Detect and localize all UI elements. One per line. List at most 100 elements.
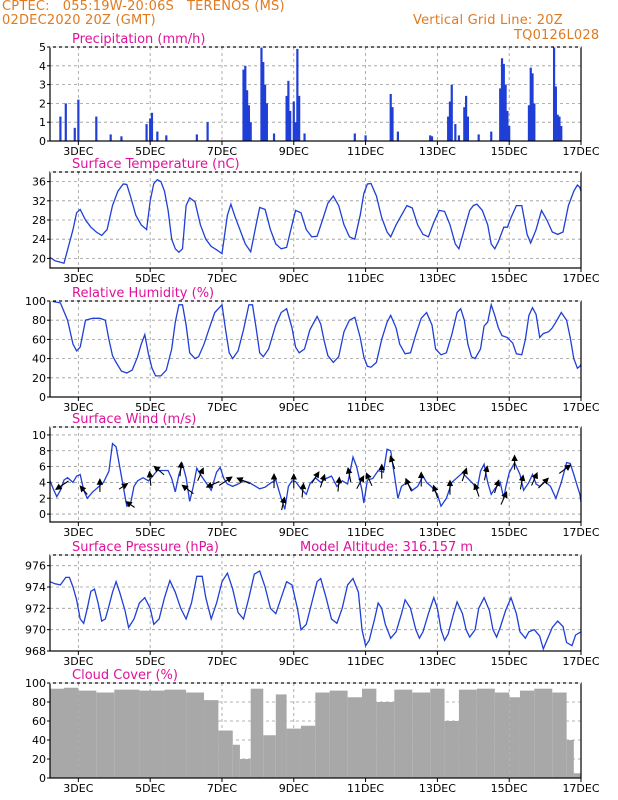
x-tick-label: 3DEC: [63, 145, 93, 158]
y-tick-label: 972: [25, 602, 46, 615]
header-location: CPTEC: 055:19W-20:06S TERENOS (MS): [2, 0, 285, 14]
x-tick-label: 5DEC: [135, 145, 165, 158]
cloud-bar: [78, 690, 97, 778]
x-tick-label: 7DEC: [207, 782, 237, 795]
x-tick-label: 3DEC: [63, 272, 93, 285]
precip-bar: [287, 80, 290, 141]
wind-arrow: [125, 501, 135, 508]
cloud-bar: [286, 728, 301, 778]
x-tick-label: 13DEC: [419, 272, 456, 285]
x-tick-label: 13DEC: [419, 145, 456, 158]
precip-bar: [285, 95, 288, 141]
x-tick-label: 3DEC: [63, 655, 93, 668]
x-tick-label: 13DEC: [419, 401, 456, 414]
precip-bar: [246, 90, 249, 141]
x-tick-label: 9DEC: [279, 401, 309, 414]
cloud-bar: [509, 697, 520, 778]
cloud-bar: [361, 688, 377, 778]
precip-bar: [109, 134, 112, 141]
precip-bar: [244, 65, 247, 141]
wind-arrow: [558, 464, 572, 474]
wind-arrow: [493, 479, 501, 494]
y-tick-label: 36: [32, 176, 46, 189]
precip-bar: [296, 48, 299, 141]
precip-bar: [527, 105, 531, 141]
precip-bar: [64, 103, 67, 141]
series-line: [50, 570, 581, 651]
x-tick-label: 15DEC: [491, 526, 528, 539]
precip-bar: [450, 84, 453, 141]
y-tick-label: 60: [32, 715, 46, 728]
x-tick-label: 17DEC: [562, 145, 599, 158]
precip-bar: [533, 103, 536, 141]
precip-bar: [59, 116, 62, 141]
panel-1: Surface Temperature (nC) 20 24 28 32 36 3DEC 5D…: [32, 157, 600, 285]
cloud-bar: [476, 688, 495, 778]
x-tick-label: 17DEC: [562, 526, 599, 539]
wind-arrow: [482, 465, 490, 481]
y-tick-label: 40: [32, 353, 46, 366]
x-tick-label: 3DEC: [63, 401, 93, 414]
precip-bar: [195, 134, 198, 141]
precip-bar: [531, 73, 534, 141]
panel-title: Cloud Cover (%): [72, 668, 178, 683]
cloud-bar: [315, 692, 330, 778]
x-tick-label: 17DEC: [562, 655, 599, 668]
y-tick-label: 3: [39, 79, 46, 92]
plot-area: [50, 301, 581, 397]
cloud-bar: [347, 697, 362, 778]
precip-bar: [298, 95, 301, 141]
x-tick-label: 5DEC: [135, 526, 165, 539]
y-tick-label: 20: [32, 753, 46, 766]
x-tick-label: 13DEC: [419, 782, 456, 795]
x-tick-label: 9DEC: [279, 145, 309, 158]
cloud-bar: [139, 690, 165, 778]
y-tick-label: 60: [32, 333, 46, 346]
cloud-bar: [534, 688, 553, 778]
x-tick-label: 7DEC: [207, 655, 237, 668]
panel-frame: [49, 554, 582, 652]
cloud-bar: [263, 735, 276, 778]
cloud-bar: [275, 694, 287, 778]
x-tick-label: 11DEC: [347, 145, 384, 158]
wind-arrow: [531, 471, 538, 486]
wind-arrow: [319, 473, 326, 488]
cloud-bar: [232, 744, 240, 778]
cloud-bar: [218, 730, 233, 778]
panel-3: Surface Wind (m/s) 0 2 4 6 8 10 3DEC 5DEC 7DEC 9DE…: [32, 412, 600, 539]
precip-bar: [149, 118, 152, 141]
cloud-bar: [50, 688, 65, 778]
wind-arrow: [197, 467, 205, 482]
precip-bar: [272, 133, 276, 141]
x-tick-label: 11DEC: [347, 782, 384, 795]
precip-bar: [95, 116, 98, 141]
precip-bar: [448, 101, 452, 141]
cloud-bar: [300, 725, 316, 778]
x-tick-label: 5DEC: [135, 401, 165, 414]
wind-arrow: [118, 482, 129, 490]
cloud-bar: [164, 689, 187, 778]
y-tick-label: 100: [25, 295, 46, 308]
cloud-bar: [573, 773, 581, 778]
panel-5: Cloud Cover (%) 0 20 40 60 80 100 3DEC 5DEC 7DEC 9…: [25, 668, 600, 795]
precip-bar: [430, 136, 434, 141]
wind-arrow: [54, 480, 69, 490]
cloud-bar: [64, 687, 79, 778]
wind-arrow: [389, 455, 396, 470]
x-tick-label: 15DEC: [491, 655, 528, 668]
precip-bar: [499, 88, 502, 141]
x-tick-label: 15DEC: [491, 272, 528, 285]
precip-bar: [457, 135, 461, 141]
precip-bar: [389, 94, 392, 141]
wind-arrow: [218, 476, 233, 486]
cloud-bar: [458, 689, 477, 778]
precip-bar: [263, 84, 267, 141]
y-tick-label: 0: [39, 135, 46, 148]
y-tick-label: 24: [32, 233, 46, 246]
x-tick-label: 11DEC: [347, 272, 384, 285]
x-tick-label: 17DEC: [562, 782, 599, 795]
precip-bar: [289, 110, 292, 141]
x-tick-label: 17DEC: [562, 401, 599, 414]
series-line: [50, 301, 581, 377]
